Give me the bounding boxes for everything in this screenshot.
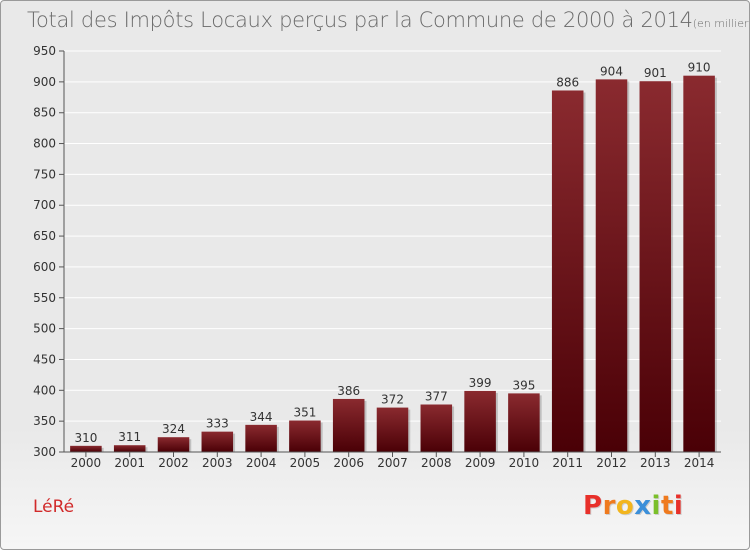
y-tick-label: 400 xyxy=(33,383,56,397)
y-tick-label: 850 xyxy=(33,106,56,120)
x-axis: 2000 2001 2002 2003 2004 2005 2006 2007 2008 2009… xyxy=(64,451,721,470)
bar-2008 xyxy=(420,404,453,452)
y-tick-label: 700 xyxy=(33,198,56,212)
bar-2009 xyxy=(464,390,496,452)
data-label-2009: 399 xyxy=(469,376,492,390)
x-tick-label-2007: 2007 xyxy=(377,456,408,470)
data-label-2014: 910 xyxy=(688,61,711,75)
bar-2006 xyxy=(332,398,365,452)
commune-name: LéRé xyxy=(33,497,75,517)
x-tick-label-2012: 2012 xyxy=(596,456,627,470)
logo-letter: r xyxy=(602,491,616,521)
data-label-2007: 372 xyxy=(381,393,404,407)
data-label-2011: 886 xyxy=(556,75,579,89)
y-tick-label: 750 xyxy=(33,167,56,181)
x-tick-label-2010: 2010 xyxy=(509,456,540,470)
data-label-2013: 901 xyxy=(644,66,667,80)
data-label-2008: 377 xyxy=(425,389,448,403)
chart-title-text: Total des Impôts Locaux perçus par la Co… xyxy=(27,8,693,32)
logo-letter: o xyxy=(615,491,635,521)
y-axis: 300 350 400 450 500 550 600 650 700 750 800 850 900 9… xyxy=(33,44,65,459)
x-tick-label-2004: 2004 xyxy=(246,456,277,470)
data-label-2000: 310 xyxy=(74,431,97,445)
x-tick-label-2009: 2009 xyxy=(465,456,496,470)
data-label-2010: 395 xyxy=(512,378,535,392)
y-tick-label: 300 xyxy=(33,445,56,459)
logo-letter: x xyxy=(634,491,652,521)
bar-2012 xyxy=(595,79,628,452)
y-tick-label: 950 xyxy=(33,44,56,58)
y-tick-label: 900 xyxy=(33,75,56,89)
x-tick-label-2001: 2001 xyxy=(114,456,145,470)
bar-2007 xyxy=(376,407,409,452)
x-tick-label-2000: 2000 xyxy=(71,456,102,470)
bar-2013 xyxy=(639,81,672,452)
proxiti-logo: Proxiti xyxy=(583,491,683,521)
y-tick-label: 800 xyxy=(33,137,56,151)
x-tick-label-2013: 2013 xyxy=(640,456,671,470)
y-tick-label: 550 xyxy=(33,291,56,305)
logo-letter: P xyxy=(583,491,603,521)
bar-2003 xyxy=(201,431,234,452)
bar-2001 xyxy=(113,445,146,452)
data-label-2004: 344 xyxy=(250,410,273,424)
bar-2010 xyxy=(508,393,540,452)
data-label-2005: 351 xyxy=(293,406,316,420)
bar-2005 xyxy=(289,420,321,452)
bar-2000 xyxy=(70,445,102,452)
logo-letter: i xyxy=(651,491,661,521)
data-label-2003: 333 xyxy=(206,417,229,431)
x-tick-label-2011: 2011 xyxy=(552,456,583,470)
data-label-2006: 386 xyxy=(337,384,360,398)
data-label-2002: 324 xyxy=(162,422,185,436)
data-label-2001: 311 xyxy=(118,430,141,444)
y-tick-label: 450 xyxy=(33,352,56,366)
x-tick-label-2008: 2008 xyxy=(421,456,452,470)
bar-2011 xyxy=(551,90,584,452)
y-tick-label: 600 xyxy=(33,260,56,274)
data-label-2012: 904 xyxy=(600,64,623,78)
chart-title: Total des Impôts Locaux perçus par la Co… xyxy=(27,8,749,32)
bar-2002 xyxy=(157,437,190,452)
x-tick-label-2006: 2006 xyxy=(333,456,364,470)
bar-2004 xyxy=(245,424,277,452)
y-tick-label: 500 xyxy=(33,322,56,336)
chart-subtitle: (en milliers d'€) xyxy=(692,17,749,30)
logo-letter: i xyxy=(673,491,684,521)
y-tick-label: 650 xyxy=(33,229,56,243)
x-tick-label-2003: 2003 xyxy=(202,456,233,470)
bars xyxy=(70,75,717,452)
x-tick-label-2014: 2014 xyxy=(684,456,715,470)
y-tick-label: 350 xyxy=(33,414,56,428)
logo-letter: t xyxy=(660,491,674,521)
x-tick-label-2002: 2002 xyxy=(158,456,189,470)
x-tick-label-2005: 2005 xyxy=(290,456,321,470)
data-labels: 310 311 324 333 344 351 386 372 377 399 395 886 904 9… xyxy=(74,61,710,445)
bar-2014 xyxy=(683,75,715,452)
